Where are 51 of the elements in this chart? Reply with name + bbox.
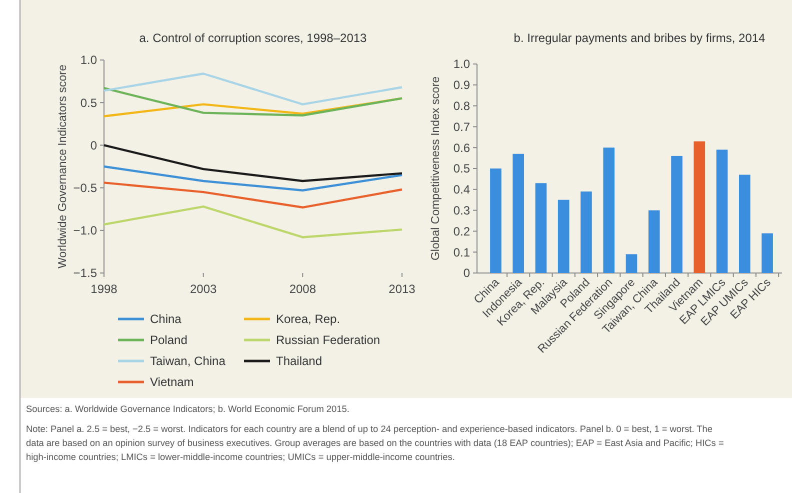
y-tick-label: 1.0: [80, 53, 98, 68]
bar: [490, 168, 502, 273]
bar: [648, 210, 660, 273]
text: Note: Panel a. 2.5 = best, −2.5 = worst. Indicators for each country are a blend of up to 24 perception- and experience-based indicators. Panel b. 0 = best, 1 = worst. The data are based on an opinion survey of business executives. Group averages are based on the countries with data (18 EAP countries); EAP = East Asia and Pacific; HICs = high-income countries; LMICs = lower-middle-income countries; UMICs = upper-middle-income countries.: [26, 424, 724, 462]
legend-label: Thailand: [276, 354, 322, 368]
bar: [512, 154, 524, 273]
source-note: Sources: a. Worldwide Governance Indicators; b. World Economic Forum 2015.: [26, 404, 350, 414]
chart-title: a. Control of corruption scores, 1998–2013: [139, 31, 368, 45]
x-tick-label: 1998: [90, 282, 118, 296]
bar: [558, 200, 570, 273]
bar: [739, 174, 750, 273]
bar: [603, 148, 615, 273]
line-series: [102, 182, 404, 208]
y-tick-label: 1.0: [453, 57, 470, 72]
bar: [762, 233, 773, 273]
y-tick-label: −0.5: [73, 181, 98, 195]
y-tick-label: 0.4: [453, 182, 470, 197]
y-tick-label: −1.5: [73, 266, 98, 280]
y-axis-title: Worldwide Governance Indicators score: [57, 64, 69, 268]
y-tick-label: −1.0: [73, 224, 98, 238]
line-series: [102, 165, 404, 192]
legend-label: Russian Federation: [276, 333, 380, 348]
line-series: [102, 72, 404, 106]
y-tick-label: 0: [90, 138, 98, 152]
bar: [580, 191, 592, 273]
y-tick-label: 0.3: [453, 204, 470, 218]
line-series: [102, 205, 404, 238]
y-tick-label: 0: [463, 266, 470, 280]
chart-title: b. Irregular payments and bribes by firms, 2014: [514, 31, 766, 45]
legend-label: Taiwan, China: [150, 354, 226, 368]
legend-label: Poland: [150, 333, 188, 348]
y-tick-label: 0.9: [453, 78, 470, 92]
y-tick-label: 0.5: [80, 96, 98, 110]
bar: [671, 156, 682, 273]
x-tick-label: 2003: [190, 282, 218, 296]
y-tick-label: 0.7: [453, 120, 470, 134]
y-tick-label: 0.6: [453, 140, 470, 155]
bar: [626, 254, 638, 273]
y-tick-label: 0.2: [453, 224, 470, 238]
y-tick-label: 0.5: [453, 162, 470, 176]
bar: [535, 183, 547, 273]
line-series: [102, 87, 404, 116]
legend-label: Vietnam: [150, 375, 194, 390]
line-series: [102, 144, 404, 182]
x-tick-label: 2013: [388, 282, 416, 296]
y-tick-label: 0.8: [453, 99, 470, 113]
bar: [716, 150, 728, 273]
x-tick-label: 2008: [289, 282, 316, 296]
y-tick-label: 0.1: [453, 245, 470, 260]
bar: [694, 141, 706, 273]
y-axis-title: Global Competitiveness Index score: [430, 76, 442, 261]
